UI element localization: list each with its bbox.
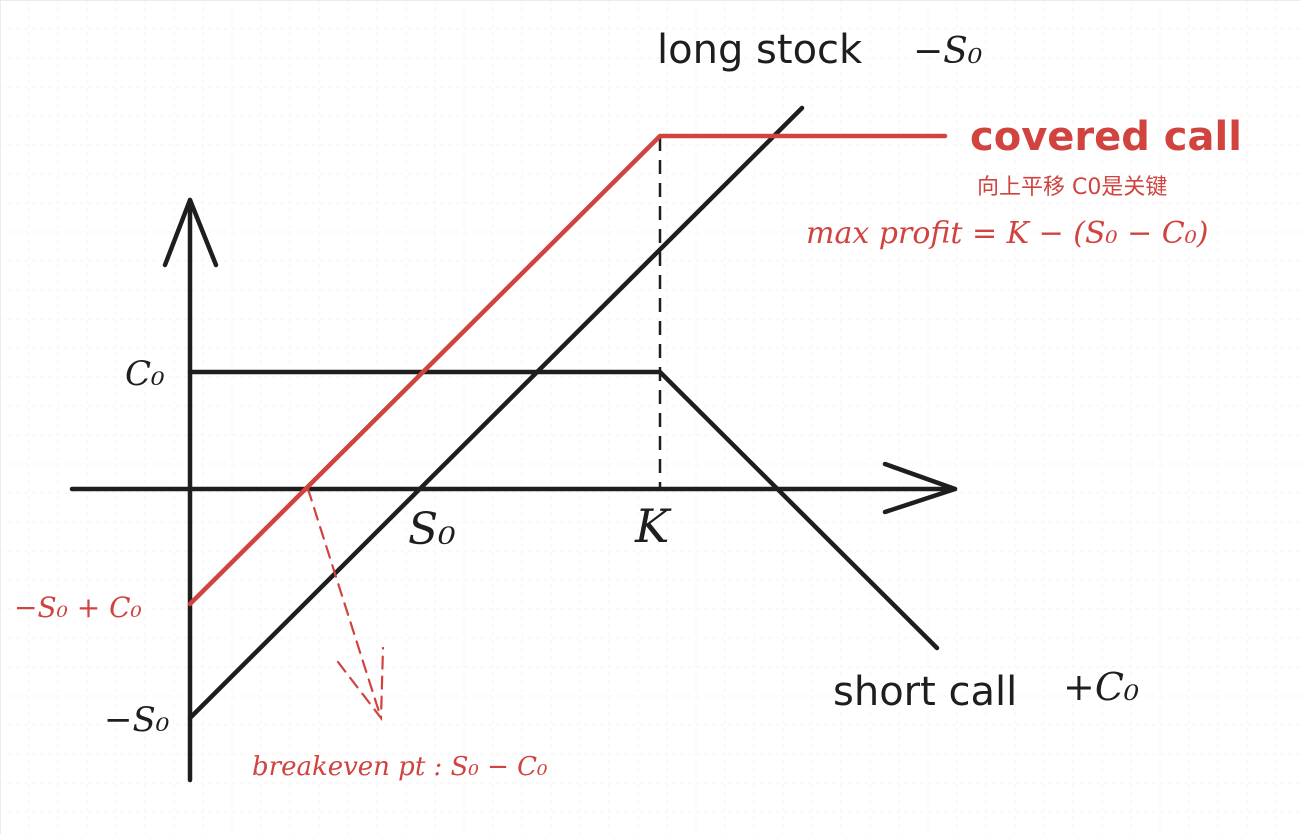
y-label-c0: C₀ — [125, 354, 165, 394]
covered-call-note: 向上平移 C0是关键 — [977, 175, 1167, 200]
x-axis-arrowhead — [882, 461, 958, 515]
covered-call-line — [187, 133, 948, 607]
long-stock-label: long stock — [657, 27, 863, 73]
x-label-k: K — [634, 499, 672, 553]
axes — [69, 197, 958, 783]
breakeven-arrow — [306, 487, 385, 722]
long-stock-math: −S₀ — [913, 31, 982, 72]
max-profit-formula: max profit = K − (S₀ − C₀) — [806, 216, 1208, 251]
long-stock-line — [187, 105, 805, 721]
y-label-neg-s0-plus-c0: −S₀ + C₀ — [14, 591, 142, 624]
short-call-math: +C₀ — [1063, 665, 1139, 709]
short-call-line — [187, 369, 940, 651]
y-label-neg-s0: −S₀ — [104, 700, 170, 740]
x-label-s0: S₀ — [408, 504, 456, 555]
covered-call-label: covered call — [970, 114, 1242, 160]
breakeven-label: breakeven pt : S₀ − C₀ — [252, 752, 548, 782]
short-call-label: short call — [833, 669, 1017, 715]
y-axis-arrowhead — [162, 197, 219, 268]
